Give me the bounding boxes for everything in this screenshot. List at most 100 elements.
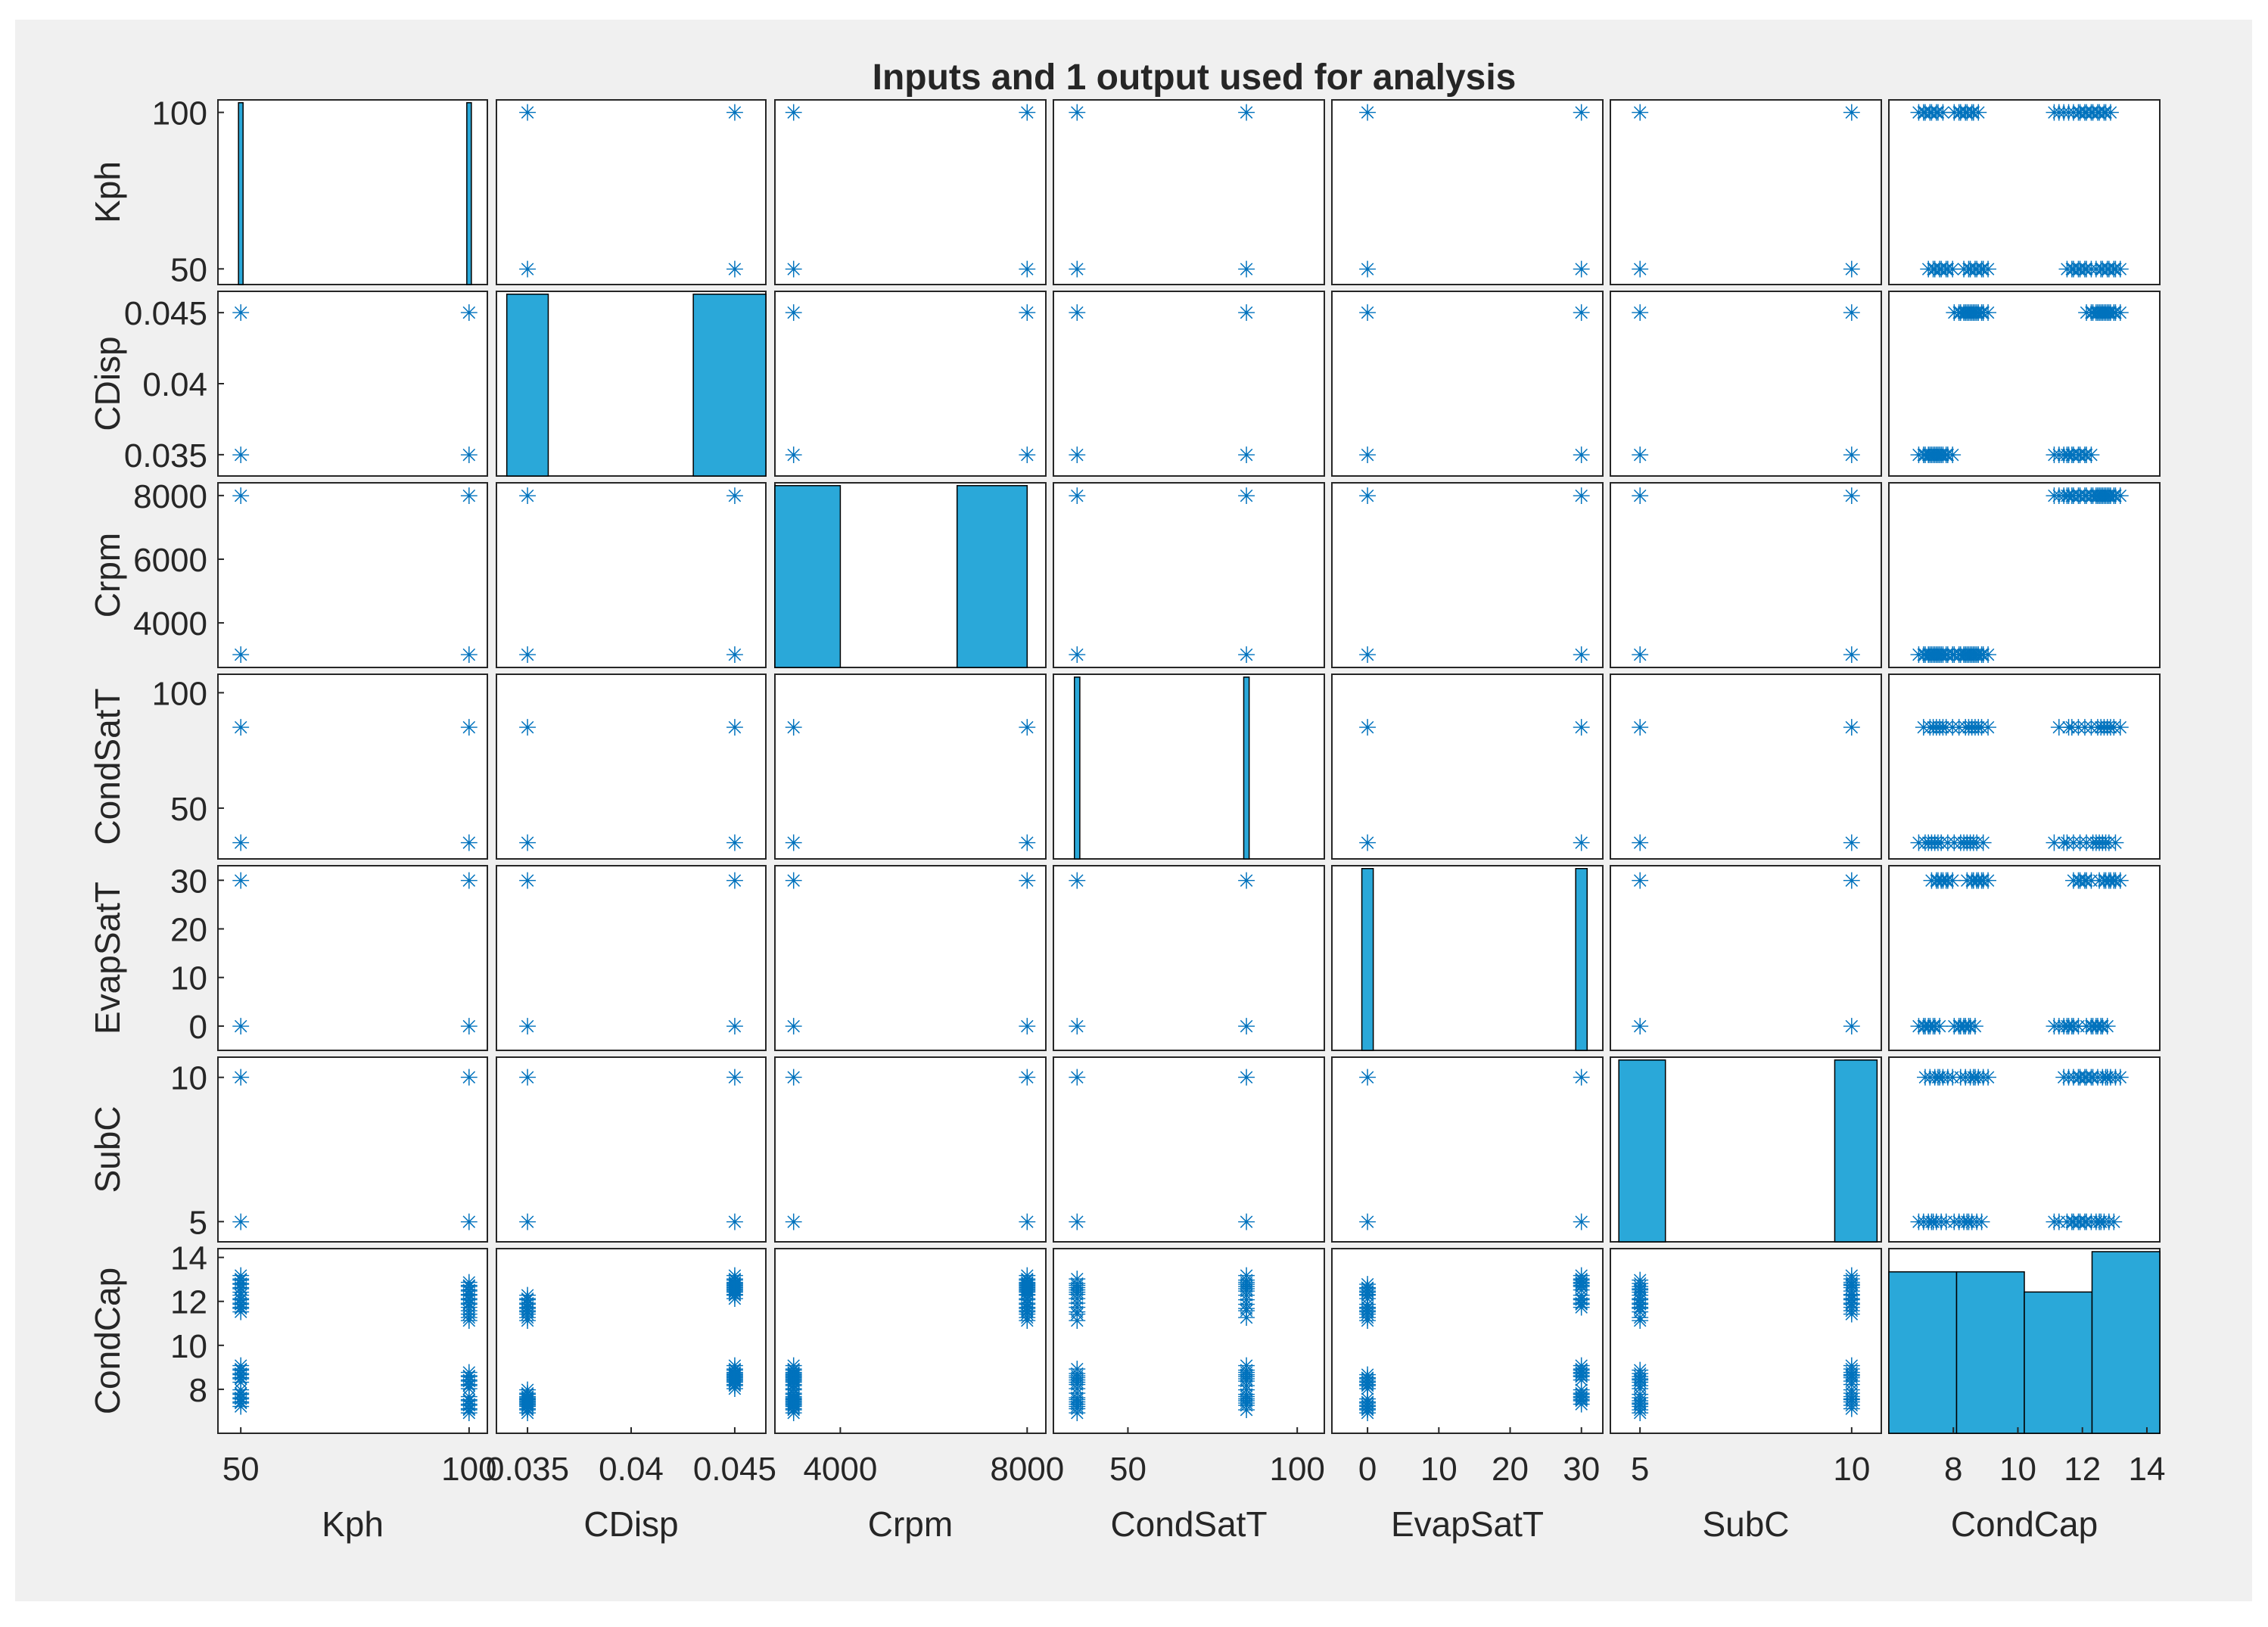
scatter-point: ✳	[1949, 1210, 1968, 1235]
scatter-point: ✳	[1237, 1265, 1256, 1289]
scatter-point: ✳	[2105, 257, 2123, 282]
y-tick-label: 100	[152, 95, 207, 132]
scatter-point: ✳	[1572, 443, 1591, 468]
scatter-point: ✳	[2095, 869, 2114, 894]
scatter-point: ✳	[459, 1393, 478, 1418]
scatter-point: ✳	[1945, 643, 1964, 668]
scatter-point: ✳	[1572, 301, 1591, 326]
panel-CondSatT-vs-CondCap: ✳✳✳✳✳✳✳✳✳✳✳✳✳✳✳✳✳✳✳✳✳✳✳✳✳✳✳✳✳✳✳✳✳✳✳✳✳✳✳✳…	[1888, 674, 2161, 860]
scatter-point: ✳	[1842, 257, 1861, 282]
scatter-point: ✳	[2106, 832, 2125, 857]
panel-SubC-vs-SubC	[1610, 1056, 1882, 1243]
scatter-point: ✳	[1927, 1210, 1946, 1235]
scatter-point: ✳	[725, 1370, 744, 1395]
scatter-point: ✳	[1924, 1015, 1943, 1040]
scatter-point: ✳	[725, 1268, 744, 1293]
scatter-point: ✳	[232, 1268, 250, 1293]
histogram-bar	[1888, 1271, 1958, 1434]
scatter-point: ✳	[1959, 301, 1978, 326]
scatter-point: ✳	[725, 1367, 744, 1392]
panel-frame	[1610, 482, 1882, 668]
panel-frame	[774, 865, 1047, 1051]
scatter-point: ✳	[1928, 869, 1947, 894]
scatter-point: ✳	[1018, 1277, 1037, 1302]
scatter-point: ✳	[2069, 257, 2088, 282]
scatter-point: ✳	[518, 1309, 537, 1334]
panel-frame	[1610, 674, 1882, 860]
scatter-point: ✳	[1978, 869, 1997, 894]
panel-frame	[774, 1248, 1047, 1434]
scatter-point: ✳	[1842, 1355, 1861, 1380]
panel-frame	[496, 482, 767, 668]
x-axis-label: CDisp	[583, 1504, 678, 1544]
scatter-point: ✳	[2099, 832, 2118, 857]
scatter-point: ✳	[518, 1066, 537, 1091]
panel-CDisp-vs-EvapSatT: ✳ ✳ ✳ ✳	[1331, 291, 1604, 477]
scatter-point: ✳	[1922, 869, 1941, 894]
scatter-point: ✳	[2075, 1066, 2094, 1091]
scatter-point: ✳	[1921, 643, 1940, 668]
scatter-point: ✳	[2058, 484, 2077, 509]
scatter-point: ✳	[1969, 869, 1988, 894]
scatter-point: ✳	[1938, 443, 1957, 468]
scatter-point: ✳	[518, 1398, 537, 1423]
scatter-point: ✳	[2049, 443, 2068, 468]
scatter-point: ✳	[2093, 484, 2112, 509]
panel-frame	[217, 482, 488, 668]
scatter-point: ✳	[1358, 1210, 1377, 1235]
scatter-point: ✳	[1951, 832, 1970, 857]
scatter-point: ✳	[1018, 869, 1037, 894]
scatter-point: ✳	[2045, 101, 2064, 126]
scatter-point: ✳	[2092, 1210, 2111, 1235]
scatter-point: ✳	[2075, 257, 2094, 282]
panel-Kph-vs-Kph	[217, 99, 488, 285]
scatter-point: ✳	[2092, 484, 2111, 509]
scatter-point: ✳	[1358, 257, 1377, 282]
scatter-point: ✳	[2070, 1210, 2089, 1235]
scatter-point: ✳	[725, 1015, 744, 1040]
scatter-point: ✳	[1949, 716, 1968, 741]
scatter-point: ✳	[2070, 1066, 2089, 1091]
scatter-point: ✳	[2098, 301, 2117, 326]
panel-Crpm-vs-Crpm	[774, 482, 1047, 668]
scatter-point: ✳	[2106, 1066, 2125, 1091]
scatter-point: ✳	[725, 484, 744, 509]
scatter-point: ✳	[2082, 1210, 2101, 1235]
panel-EvapSatT-vs-Kph: ✳ ✳ ✳ ✳	[217, 865, 488, 1051]
scatter-point: ✳	[2069, 1015, 2088, 1040]
scatter-point: ✳	[232, 643, 250, 668]
scatter-point: ✳	[518, 716, 537, 741]
scatter-point: ✳	[2070, 869, 2089, 894]
panel-frame	[774, 99, 1047, 285]
x-tick-label: 12	[2064, 1451, 2101, 1488]
scatter-point: ✳	[1924, 716, 1943, 741]
scatter-point: ✳	[2062, 1210, 2081, 1235]
scatter-point: ✳	[1237, 643, 1256, 668]
scatter-point: ✳	[784, 716, 803, 741]
scatter-point: ✳	[1937, 869, 1955, 894]
panel-CondSatT-vs-EvapSatT: ✳ ✳ ✳ ✳	[1331, 674, 1604, 860]
scatter-point: ✳	[232, 1382, 250, 1407]
scatter-point: ✳	[518, 1393, 537, 1418]
scatter-point: ✳	[725, 1363, 744, 1388]
scatter-point: ✳	[232, 1395, 250, 1420]
panel-frame	[1331, 291, 1604, 477]
scatter-point: ✳	[2092, 257, 2111, 282]
scatter-point: ✳	[459, 1015, 478, 1040]
scatter-point: ✳	[784, 1358, 803, 1383]
scatter-point: ✳	[2106, 301, 2125, 326]
scatter-point: ✳	[1358, 1066, 1377, 1091]
x-tick-label: 50	[222, 1451, 260, 1488]
scatter-point: ✳	[459, 1280, 478, 1305]
scatter-point: ✳	[2055, 1066, 2074, 1091]
panel-Kph-vs-CondSatT: ✳ ✳ ✳ ✳	[1053, 99, 1325, 285]
panel-frame	[1888, 99, 2161, 285]
scatter-point: ✳	[1968, 832, 1986, 857]
scatter-point: ✳	[2090, 101, 2109, 126]
scatter-point: ✳	[1974, 257, 1993, 282]
scatter-point: ✳	[1018, 1292, 1037, 1317]
scatter-point: ✳	[1961, 257, 1980, 282]
scatter-point: ✳	[232, 1015, 250, 1040]
scatter-point: ✳	[1924, 643, 1943, 668]
scatter-point: ✳	[2096, 101, 2115, 126]
